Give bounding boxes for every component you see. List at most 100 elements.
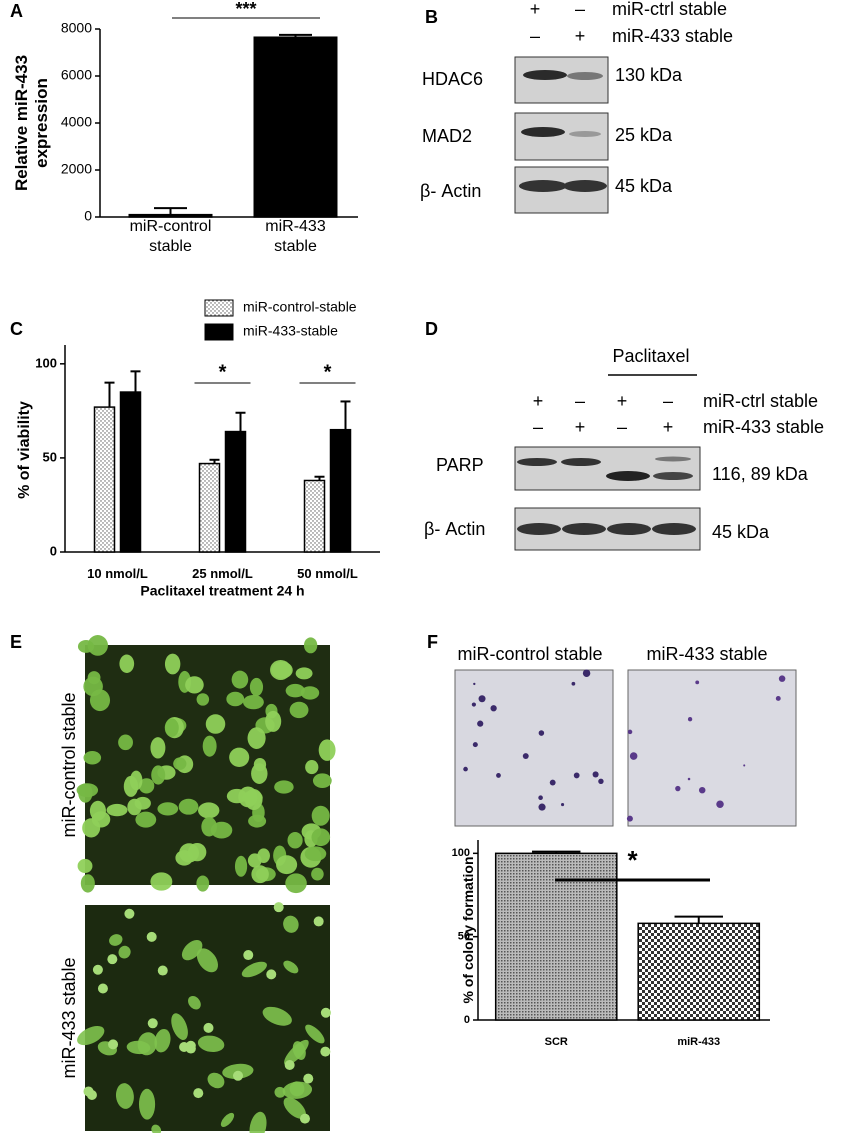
colony bbox=[687, 777, 691, 781]
colony bbox=[473, 682, 476, 686]
y-tick-label: 0 bbox=[84, 208, 92, 224]
cell bbox=[151, 765, 166, 785]
cell bbox=[193, 1088, 204, 1099]
cell bbox=[283, 960, 299, 974]
colony bbox=[538, 795, 543, 801]
sign: – bbox=[663, 391, 673, 411]
cell bbox=[198, 802, 220, 819]
cell bbox=[157, 802, 179, 816]
colony bbox=[626, 815, 633, 822]
cell bbox=[179, 843, 200, 863]
blot bbox=[514, 56, 609, 214]
cell bbox=[229, 747, 250, 767]
colony bbox=[538, 803, 546, 811]
colony bbox=[675, 785, 681, 792]
y-tick-label: 6000 bbox=[61, 67, 92, 83]
colony bbox=[775, 696, 781, 701]
cell bbox=[164, 718, 179, 737]
cell bbox=[274, 1086, 286, 1098]
cell bbox=[273, 902, 284, 913]
x-tick-label: 50 nmol/L bbox=[297, 566, 358, 581]
colony bbox=[522, 753, 529, 760]
cell bbox=[146, 931, 157, 942]
colony bbox=[538, 730, 545, 736]
cell bbox=[313, 916, 324, 927]
cell bbox=[299, 1113, 310, 1124]
cell bbox=[207, 1072, 225, 1089]
image-label: miR-433 stable bbox=[59, 957, 79, 1078]
colony bbox=[573, 772, 580, 779]
cell bbox=[266, 969, 277, 980]
cell bbox=[283, 915, 299, 933]
colony bbox=[743, 764, 746, 767]
cell bbox=[92, 964, 103, 975]
cell bbox=[157, 965, 168, 976]
cell bbox=[205, 714, 226, 734]
significance-label: * bbox=[219, 361, 227, 383]
colony bbox=[598, 778, 604, 784]
image-label: miR-control stable bbox=[457, 644, 602, 664]
cell bbox=[320, 1046, 331, 1057]
colony bbox=[561, 803, 565, 807]
cell bbox=[284, 1059, 295, 1070]
cell bbox=[249, 677, 264, 697]
colony bbox=[627, 729, 633, 735]
cell bbox=[289, 1081, 305, 1097]
cell bbox=[311, 805, 330, 826]
cell bbox=[251, 763, 268, 784]
cell bbox=[179, 1041, 190, 1052]
cell bbox=[171, 1013, 188, 1040]
colony bbox=[695, 680, 700, 685]
colony bbox=[629, 752, 638, 760]
cell bbox=[276, 855, 298, 875]
sign: + bbox=[617, 391, 628, 411]
colony bbox=[571, 681, 576, 686]
band-size: 130 kDa bbox=[615, 65, 683, 85]
row-label: miR-ctrl stable bbox=[703, 391, 818, 411]
cell bbox=[151, 1124, 162, 1133]
bar bbox=[119, 391, 142, 553]
y-tick-label: 8000 bbox=[61, 20, 92, 36]
x-tick-label: miR-control stable bbox=[129, 218, 212, 255]
y-axis-label: Relative miR-433 expression bbox=[12, 54, 51, 192]
cell bbox=[197, 1035, 225, 1053]
bar bbox=[253, 36, 338, 218]
cell bbox=[295, 667, 313, 680]
cell bbox=[91, 811, 111, 828]
cell bbox=[247, 727, 266, 749]
colony bbox=[592, 771, 599, 778]
cell bbox=[318, 739, 336, 761]
sign: – bbox=[575, 0, 585, 19]
image-label: miR-433 stable bbox=[646, 644, 767, 664]
sign: – bbox=[617, 417, 627, 437]
colony bbox=[687, 717, 693, 722]
cell bbox=[231, 670, 249, 689]
cell bbox=[241, 961, 267, 978]
blot bbox=[514, 446, 701, 551]
cell bbox=[271, 661, 293, 679]
x-tick-label: 25 nmol/L bbox=[192, 566, 253, 581]
cell bbox=[283, 1097, 306, 1119]
cell bbox=[108, 1039, 119, 1050]
cell bbox=[115, 1083, 134, 1109]
y-tick-label: 2000 bbox=[61, 161, 92, 177]
cell bbox=[262, 1006, 292, 1026]
panel-letter: A bbox=[10, 1, 23, 21]
cell bbox=[150, 737, 166, 759]
cell bbox=[107, 954, 118, 965]
colony bbox=[490, 705, 497, 712]
cell bbox=[147, 1018, 158, 1029]
panel-letter: D bbox=[425, 319, 438, 339]
colony bbox=[463, 766, 468, 772]
cell bbox=[77, 858, 93, 874]
legend-swatch bbox=[204, 299, 234, 317]
bar bbox=[494, 852, 618, 1021]
cell bbox=[203, 1022, 214, 1033]
sign: + bbox=[575, 417, 586, 437]
cell bbox=[123, 775, 139, 797]
colony bbox=[716, 800, 724, 809]
cell bbox=[247, 853, 262, 868]
sign: – bbox=[533, 417, 543, 437]
cell bbox=[284, 1039, 309, 1066]
cell bbox=[135, 811, 157, 828]
